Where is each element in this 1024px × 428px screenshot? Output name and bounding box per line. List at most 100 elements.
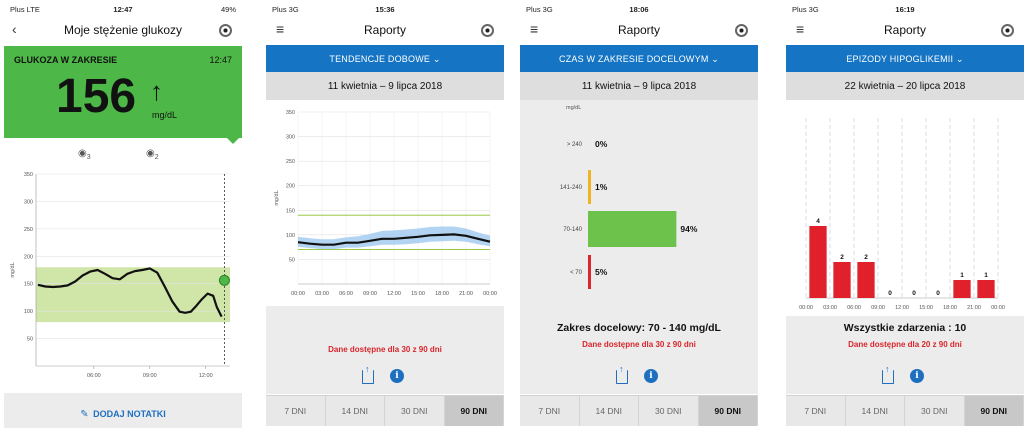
x-tick-label: 12:00 bbox=[387, 291, 401, 297]
y-tick-label: 100 bbox=[286, 233, 295, 239]
menu-icon[interactable]: ≡ bbox=[276, 21, 285, 37]
date-range: 22 kwietnia – 20 lipca 2018 bbox=[786, 72, 1024, 100]
chevron-down-icon: ⌄ bbox=[955, 54, 964, 64]
app-header: ≡ Raporty bbox=[266, 18, 504, 44]
info-icon[interactable]: i bbox=[644, 369, 658, 383]
carrier-label: Plus 3G bbox=[526, 5, 553, 14]
tab-14-days[interactable]: 14 DNI bbox=[580, 396, 639, 426]
share-icon[interactable]: ↑ bbox=[616, 364, 628, 384]
range-bar bbox=[588, 211, 677, 247]
glucose-unit: mg/dL bbox=[152, 110, 178, 120]
note-marker[interactable]: ◉2 bbox=[146, 148, 159, 161]
carrier-label: Plus 3G bbox=[792, 5, 819, 14]
status-bar: Plus LTE 12:47 49% bbox=[4, 0, 242, 18]
x-tick-label: 09:00 bbox=[363, 291, 377, 297]
x-tick-label: 06:00 bbox=[87, 373, 101, 379]
status-bar: Plus 3G 18:06 bbox=[520, 0, 758, 18]
tab-30-days[interactable]: 30 DNI bbox=[905, 396, 965, 426]
app-header: ≡ Raporty bbox=[520, 18, 758, 44]
info-icon[interactable]: i bbox=[390, 369, 404, 383]
episode-count-label: 0 bbox=[912, 290, 916, 297]
sensor-icon[interactable] bbox=[481, 24, 494, 37]
x-tick-label: 12:00 bbox=[199, 373, 213, 379]
percent-label: 5% bbox=[595, 267, 608, 277]
range-bar bbox=[588, 170, 591, 204]
info-icon[interactable]: i bbox=[910, 369, 924, 383]
x-tick-label: 09:00 bbox=[143, 373, 157, 379]
x-tick-label: 06:00 bbox=[847, 305, 861, 311]
episode-bar bbox=[809, 226, 827, 298]
banner-pointer bbox=[225, 136, 241, 144]
report-dropdown[interactable]: CZAS W ZAKRESIE DOCELOWYM ⌄ bbox=[520, 45, 758, 72]
episode-count-label: 4 bbox=[816, 218, 820, 225]
share-icon[interactable]: ↑ bbox=[362, 364, 374, 384]
data-available-message: Dane dostępne dla 30 z 90 dni bbox=[582, 340, 696, 349]
page-title: Moje stężenie glukozy bbox=[63, 23, 183, 37]
note-count: 2 bbox=[154, 154, 159, 161]
episode-bar bbox=[953, 280, 971, 298]
report-dropdown-label: TENDENCJE DOBOWE bbox=[329, 54, 431, 64]
chevron-down-icon: ⌄ bbox=[432, 54, 441, 64]
y-tick-label: 200 bbox=[24, 254, 33, 260]
phone-glucose: Plus LTE 12:47 49% ‹ Moje stężenie gluko… bbox=[4, 0, 242, 428]
x-tick-label: 03:00 bbox=[315, 291, 329, 297]
status-bar: Plus 3G 15:36 bbox=[266, 0, 504, 18]
tab-90-days[interactable]: 90 DNI bbox=[964, 396, 1024, 426]
page-title: Raporty bbox=[363, 23, 407, 37]
glucose-line-chart: 350 300 250 200 150 100 50 06:00 09:00 12:00 mg/dL bbox=[10, 172, 230, 379]
status-bar: Plus 3G 16:19 bbox=[786, 0, 1024, 18]
page-title: Raporty bbox=[883, 23, 927, 37]
page-title: Raporty bbox=[617, 23, 661, 37]
x-tick-label: 00:00 bbox=[291, 291, 305, 297]
tab-30-days[interactable]: 30 DNI bbox=[639, 396, 699, 426]
glucose-value: 156 bbox=[56, 70, 137, 123]
menu-icon[interactable]: ≡ bbox=[796, 21, 805, 37]
tab-7-days[interactable]: 7 DNI bbox=[786, 396, 846, 426]
daily-trends-chart: 350 300 250 200 150 100 50 00:00 03:00 06:00 09:00… bbox=[274, 110, 497, 297]
add-note-label: DODAJ NOTATKI bbox=[93, 409, 166, 419]
add-note-button[interactable]: ✎ DODAJ NOTATKI bbox=[4, 393, 242, 428]
y-tick-label: 300 bbox=[286, 135, 295, 141]
clock: 16:19 bbox=[895, 5, 915, 14]
tab-7-days[interactable]: 7 DNI bbox=[520, 396, 580, 426]
date-range: 11 kwietnia – 9 lipca 2018 bbox=[520, 72, 758, 100]
y-axis-label: mg/dL bbox=[10, 262, 16, 277]
episode-count-label: 2 bbox=[840, 254, 844, 261]
report-dropdown[interactable]: EPIZODY HIPOGLIKEMII ⌄ bbox=[786, 45, 1024, 72]
data-available-message: Dane dostępne dla 30 z 90 dni bbox=[328, 345, 442, 354]
sensor-icon[interactable] bbox=[735, 24, 748, 37]
tab-14-days[interactable]: 14 DNI bbox=[846, 396, 905, 426]
episode-bar bbox=[833, 262, 851, 298]
target-range-summary: Zakres docelowy: 70 - 140 mg/dL bbox=[557, 322, 721, 334]
range-bar bbox=[588, 255, 591, 289]
menu-icon[interactable]: ≡ bbox=[530, 21, 539, 37]
y-tick-label: 200 bbox=[286, 184, 295, 190]
sensor-icon[interactable] bbox=[219, 24, 232, 37]
tab-14-days[interactable]: 14 DNI bbox=[326, 396, 385, 426]
x-tick-label: 03:00 bbox=[823, 305, 837, 311]
chevron-down-icon: ⌄ bbox=[711, 54, 719, 64]
y-tick-label: 350 bbox=[24, 172, 33, 178]
carrier-label: Plus 3G bbox=[272, 5, 299, 14]
back-chevron-icon[interactable]: ‹ bbox=[12, 21, 17, 37]
share-icon[interactable]: ↑ bbox=[882, 364, 894, 384]
sensor-icon[interactable] bbox=[1001, 24, 1014, 37]
carrier-label: Plus LTE bbox=[10, 5, 40, 14]
trend-arrow-icon: ↑ bbox=[150, 76, 163, 106]
y-tick-label: 50 bbox=[27, 337, 33, 343]
tab-90-days[interactable]: 90 DNI bbox=[444, 396, 504, 426]
episode-bar bbox=[977, 280, 995, 298]
phone-time-in-range: Plus 3G 18:06 ≡ Raporty CZAS W ZAKRESIE … bbox=[520, 0, 758, 428]
tab-30-days[interactable]: 30 DNI bbox=[385, 396, 445, 426]
report-dropdown[interactable]: TENDENCJE DOBOWE ⌄ bbox=[266, 45, 504, 72]
x-tick-label: 21:00 bbox=[459, 291, 473, 297]
episode-count-label: 0 bbox=[888, 290, 892, 297]
tab-7-days[interactable]: 7 DNI bbox=[266, 396, 326, 426]
app-header: ≡ Raporty bbox=[786, 18, 1024, 44]
note-marker[interactable]: ◉3 bbox=[78, 148, 91, 161]
x-tick-label: 18:00 bbox=[435, 291, 449, 297]
tab-90-days[interactable]: 90 DNI bbox=[698, 396, 758, 426]
episode-bar bbox=[857, 262, 875, 298]
glucose-banner: GLUKOZA W ZAKRESIE 12:47 156 ↑ mg/dL bbox=[4, 46, 242, 138]
x-tick-label: 18:00 bbox=[943, 305, 957, 311]
